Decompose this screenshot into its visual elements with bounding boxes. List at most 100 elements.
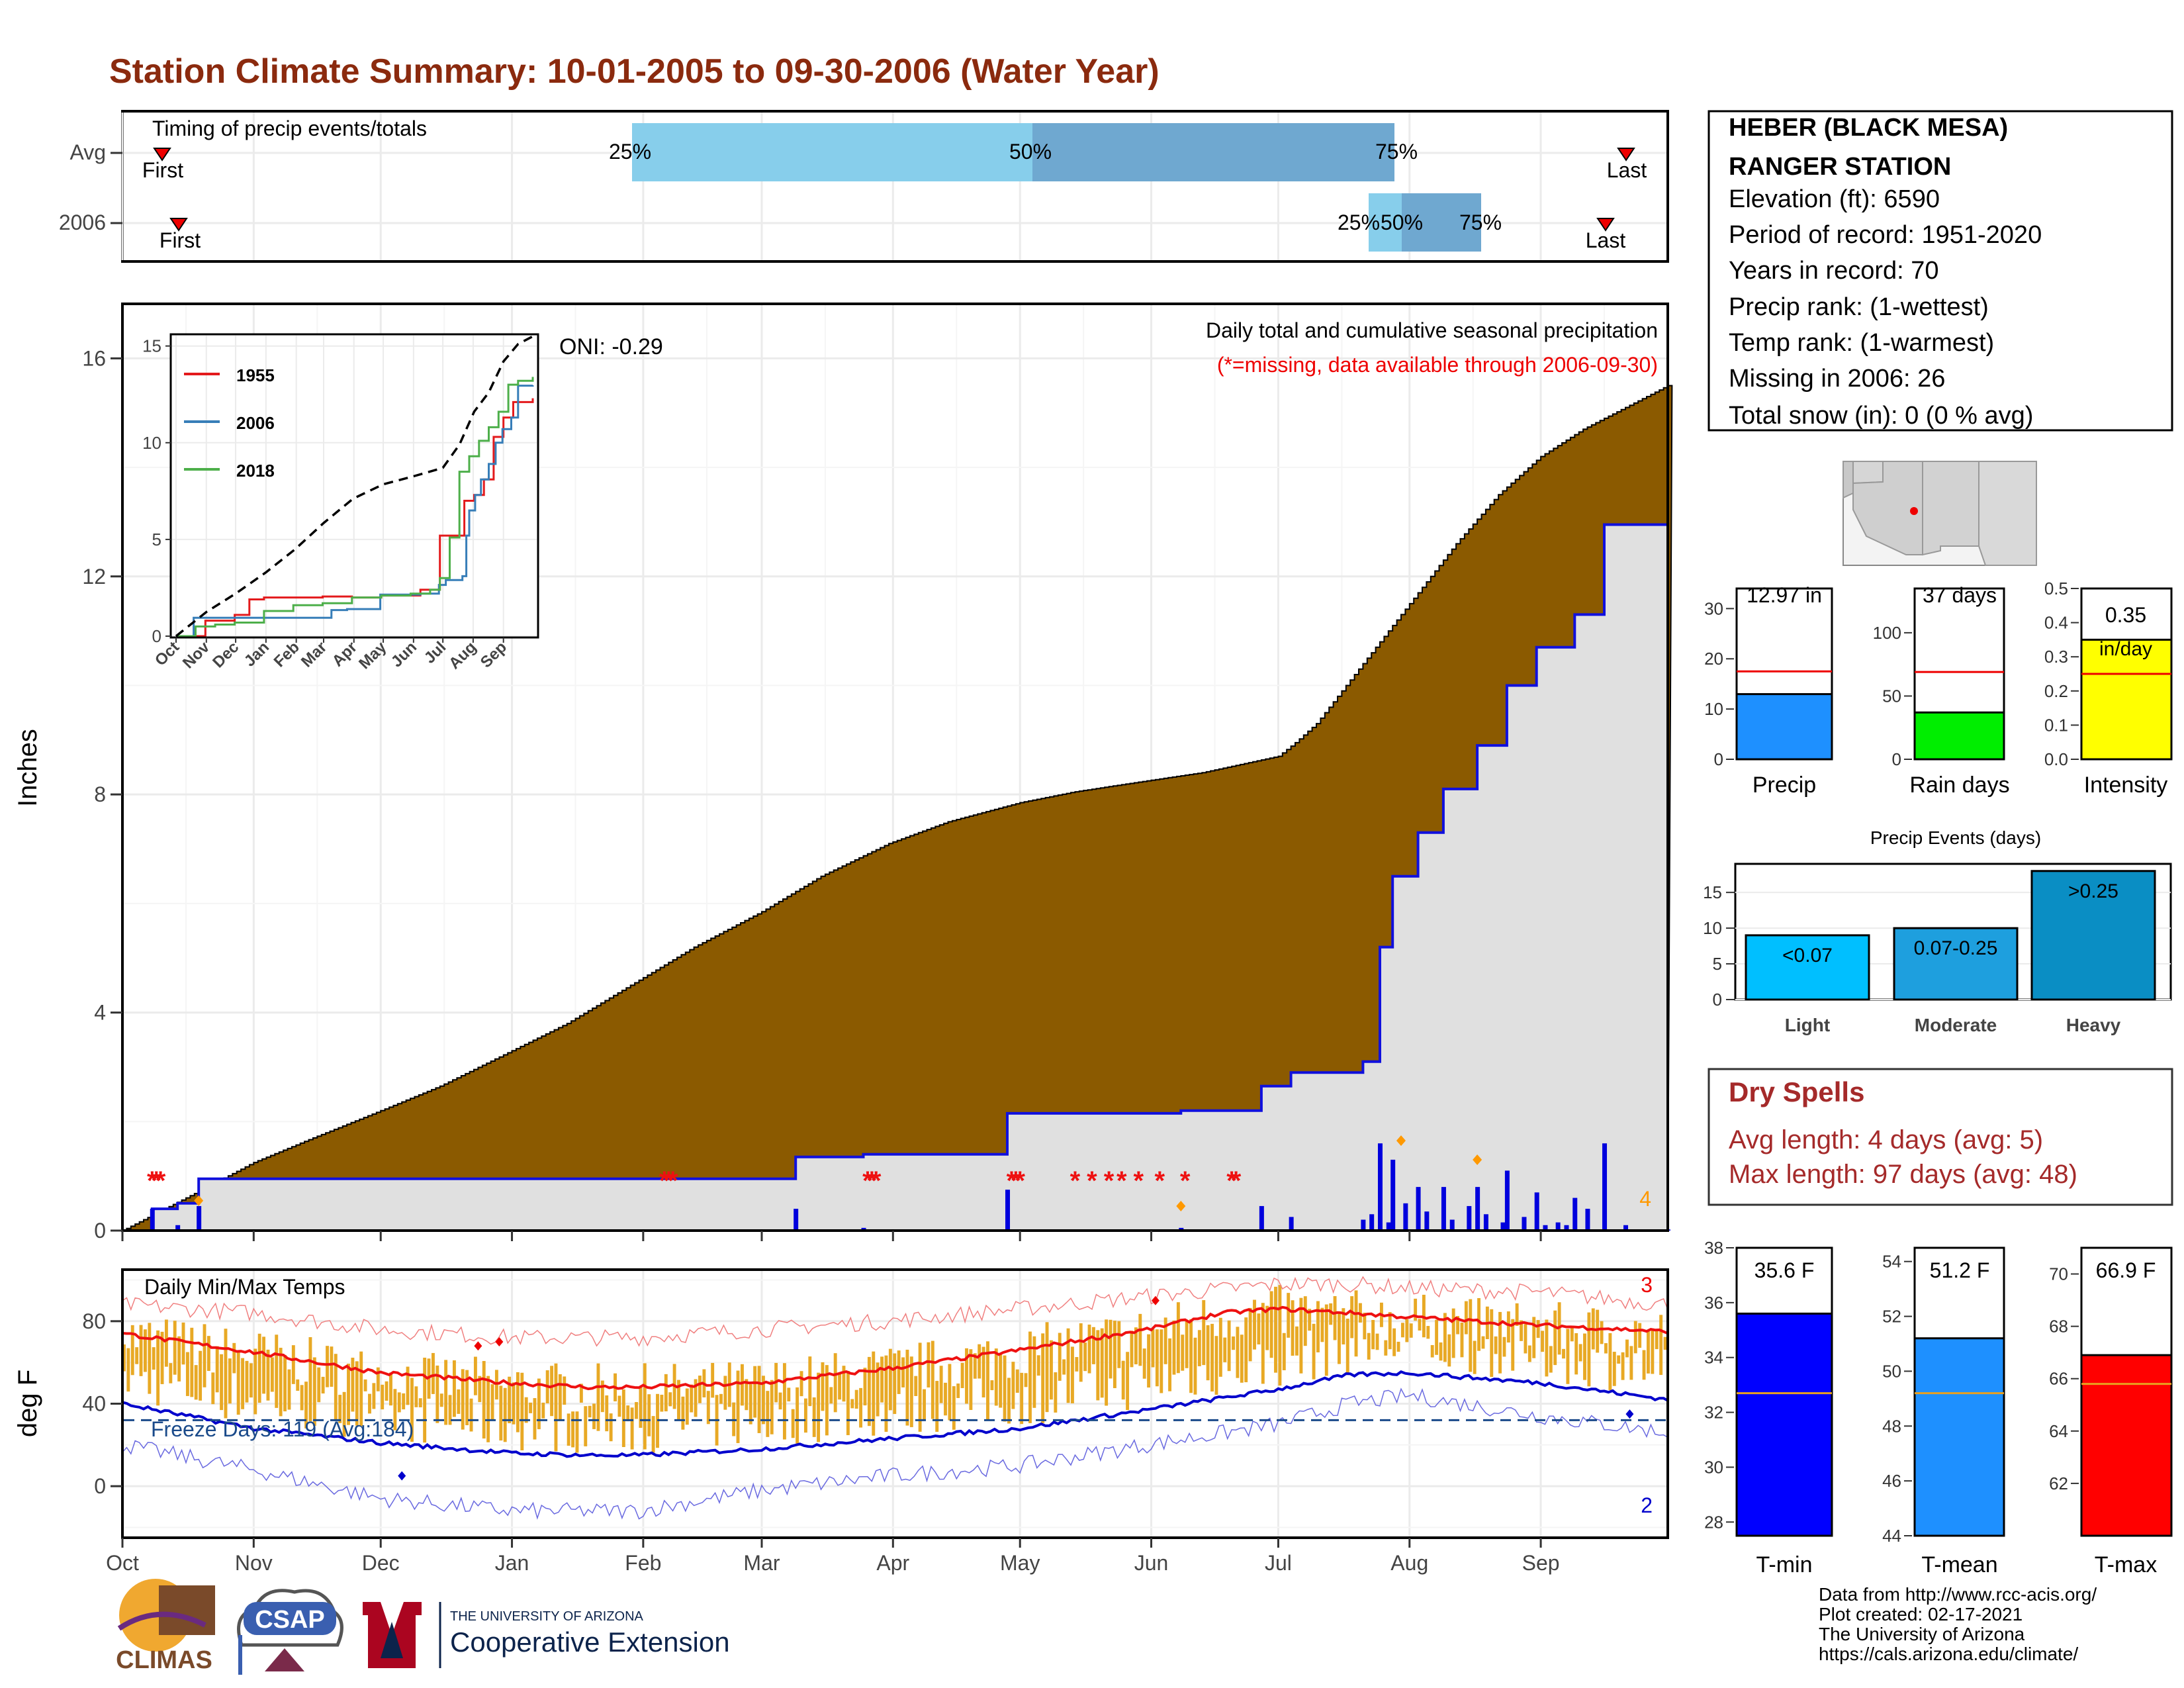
daily-temp-bar — [1460, 1323, 1464, 1358]
tmin-ytick-label: 34 — [1704, 1348, 1723, 1368]
temp-lines — [122, 1276, 1668, 1520]
raindays-bar — [1913, 711, 2005, 761]
tmin-bar — [1735, 1312, 1833, 1537]
daily-temp-bar — [1075, 1357, 1079, 1372]
daily-temp-bar — [439, 1393, 443, 1407]
yr-q25-label: 25% — [1338, 211, 1380, 234]
raindays-xlabel: Rain days — [1909, 773, 2009, 798]
daily-temp-bar — [232, 1342, 236, 1374]
daily-temp-bar — [1223, 1337, 1227, 1362]
daily-temp-bar — [1007, 1378, 1011, 1424]
daily-temp-bar — [465, 1370, 469, 1426]
daily-temp-bar — [283, 1354, 287, 1412]
daily-temp-bar — [787, 1387, 791, 1402]
ua-logo[interactable]: THE UNIVERSITY OF ARIZONA Cooperative Ex… — [363, 1602, 730, 1668]
csap-logo-text: CSAP — [255, 1606, 325, 1634]
daily-temp-bar — [647, 1394, 651, 1436]
daily-temp-bar — [432, 1352, 435, 1394]
extreme-count: 4 — [1639, 1187, 1651, 1211]
daily-temp-bar — [1185, 1319, 1189, 1368]
daily-temp-bar — [914, 1376, 918, 1396]
daily-temp-bar — [1426, 1326, 1430, 1339]
missing-data-marker: * — [663, 1166, 674, 1196]
daily-temp-bar — [1066, 1328, 1070, 1403]
daily-precip-bar — [1543, 1225, 1548, 1231]
events-xlabel-light: Light — [1785, 1015, 1830, 1035]
daily-precip-bar — [1416, 1187, 1421, 1231]
extreme-precip-marker — [1176, 1200, 1186, 1211]
missing-data-marker: * — [1015, 1166, 1025, 1196]
daily-temp-bar — [1587, 1312, 1591, 1387]
daily-temp-bar — [753, 1366, 757, 1418]
daily-temp-bar — [418, 1398, 422, 1408]
daily-temp-bar — [245, 1360, 249, 1403]
daily-temp-bar — [960, 1362, 964, 1388]
daily-temp-bar — [1456, 1316, 1460, 1335]
raindays-ytick-label: 50 — [1882, 686, 1901, 706]
daily-temp-bar — [300, 1385, 304, 1411]
daily-temp-bar — [1253, 1299, 1256, 1350]
daily-temp-bar — [1011, 1362, 1015, 1409]
daily-temp-bar — [1024, 1373, 1028, 1387]
daily-precip-bar — [1483, 1214, 1488, 1231]
climas-logo[interactable]: CLIMAS — [116, 1579, 215, 1674]
location-map — [1843, 461, 2037, 566]
daily-temp-bar — [1363, 1313, 1367, 1340]
tmin-ytick-label: 28 — [1704, 1512, 1723, 1532]
missing-markers: *** *** *** *** * * * * * * * ** — [147, 1166, 1242, 1196]
daily-temp-bar — [1050, 1340, 1053, 1400]
daily-temp-bar — [1520, 1320, 1523, 1341]
main-ytick-label: 16 — [82, 346, 106, 370]
daily-temp-bar — [385, 1381, 388, 1401]
daily-temp-bar — [617, 1395, 621, 1417]
daily-temp-bar — [1629, 1346, 1633, 1380]
station-frame — [1707, 110, 2173, 432]
daily-temp-bar — [270, 1357, 274, 1392]
daily-precip-bar — [1441, 1187, 1446, 1231]
tmin-ytick-label: 38 — [1704, 1238, 1723, 1258]
csap-logo-mountain — [265, 1648, 304, 1671]
daily-temp-bar — [1100, 1328, 1104, 1398]
daily-temp-bar — [173, 1321, 177, 1375]
daily-precip-bar — [1361, 1219, 1366, 1231]
daily-temp-bar — [999, 1353, 1003, 1408]
avg-tmin-line — [122, 1370, 1668, 1458]
daily-temp-bar — [469, 1398, 473, 1432]
daily-temp-bar — [279, 1348, 283, 1417]
daily-temp-bar — [935, 1381, 939, 1432]
daily-temp-bar — [944, 1382, 947, 1416]
daily-temp-bar — [897, 1350, 901, 1394]
daily-temp-bar — [1633, 1321, 1637, 1354]
daily-temp-bar — [1058, 1333, 1062, 1381]
daily-temp-bar — [1015, 1369, 1019, 1393]
dry-spells-avg: Avg length: 4 days (avg: 5) — [1729, 1125, 2043, 1154]
daily-temp-bar — [630, 1407, 634, 1450]
daily-temp-bar — [741, 1364, 744, 1406]
events-ytick-label: 15 — [1703, 882, 1722, 902]
daily-temp-bar — [1435, 1319, 1439, 1355]
daily-temp-bar — [1578, 1344, 1582, 1362]
intensity-ytick-label: 0.2 — [2044, 681, 2068, 701]
daily-temp-bar — [1638, 1323, 1642, 1348]
csap-logo[interactable]: CSAP — [237, 1589, 343, 1675]
daily-temp-bar — [923, 1389, 926, 1421]
tmean-bar — [1913, 1337, 2005, 1537]
daily-temp-bar — [1244, 1317, 1248, 1383]
daily-temp-bar — [863, 1368, 867, 1406]
map-new-mexico — [1922, 461, 1979, 556]
daily-temp-bar — [1172, 1320, 1176, 1375]
main-ytick-label: 0 — [94, 1219, 106, 1243]
map-california — [1843, 461, 1854, 499]
daily-temp-bar — [1651, 1328, 1655, 1374]
daily-temp-bar — [308, 1336, 312, 1422]
month-tick-label-jul: Jul — [1265, 1551, 1292, 1575]
daily-temp-bar — [1490, 1309, 1494, 1378]
freeze-days-label: Freeze Days: 119 (Avg:184) — [151, 1417, 414, 1441]
missing-data-marker: * — [871, 1166, 882, 1196]
daily-temp-bar — [1113, 1321, 1116, 1389]
events-bar-light — [1745, 934, 1870, 1001]
daily-temp-bar — [952, 1386, 956, 1430]
main-ytick-label: 4 — [94, 1001, 106, 1025]
daily-precip-bar — [197, 1205, 202, 1231]
daily-temp-bar — [1261, 1303, 1265, 1384]
